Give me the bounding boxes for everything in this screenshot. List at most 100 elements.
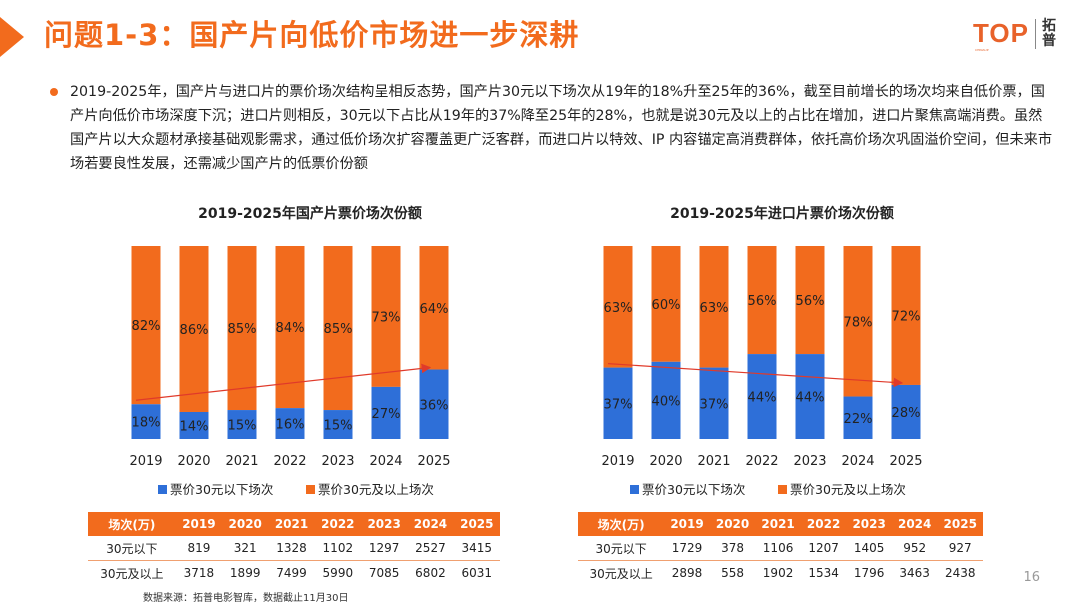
- table-cell: 1102: [314, 536, 361, 561]
- table-cell: 321: [222, 536, 269, 561]
- bar-low-price-2019: [131, 404, 161, 439]
- table-cell: 30元以下: [578, 536, 665, 561]
- table-header-cell: 2019: [175, 512, 223, 536]
- legend-swatch: [158, 485, 167, 494]
- table-cell: 30元及以上: [589, 566, 653, 581]
- table-header-cell: 2022: [314, 512, 361, 536]
- legend-swatch: [778, 485, 787, 494]
- data-label-low: 16%: [276, 418, 305, 433]
- legend-label: 票价30元以下场次: [170, 482, 273, 497]
- x-tick-label: 2025: [417, 454, 450, 469]
- legend-label: 票价30元及以上场次: [790, 482, 906, 497]
- data-label-high: 78%: [844, 315, 873, 330]
- x-tick-label: 2022: [745, 454, 778, 469]
- legend-swatch: [630, 485, 639, 494]
- table-cell: 819: [175, 536, 223, 561]
- legend-label: 票价30元及以上场次: [318, 482, 434, 497]
- bar-high-price-2020: [651, 246, 681, 362]
- page-title: 问题1-3：国产片向低价市场进一步深耕: [44, 18, 580, 52]
- legend-swatch: [306, 485, 315, 494]
- bar-high-price-2021: [699, 246, 729, 368]
- table-header-cell: 2021: [268, 512, 315, 536]
- table-header-cell: 2020: [709, 512, 756, 536]
- table-cell: 1902: [762, 566, 794, 580]
- data-label-low: 37%: [604, 397, 633, 412]
- table-cell: 1207: [800, 536, 847, 561]
- data-label-high: 56%: [748, 294, 777, 309]
- table-cell: 2527: [407, 536, 454, 561]
- bar-high-price-2024: [843, 246, 873, 397]
- x-tick-label: 2024: [841, 454, 874, 469]
- data-label-high: 64%: [420, 302, 449, 317]
- table-cell: 5990: [322, 566, 354, 580]
- table-row: 30元及以上 2898 558 1902 1534 1796 3463 2438: [578, 561, 983, 586]
- data-label-high: 60%: [652, 298, 681, 313]
- bar-low-price-2023: [323, 410, 353, 439]
- table-header-cell: 2023: [846, 512, 892, 536]
- x-tick-label: 2023: [793, 454, 826, 469]
- bar-low-price-2022: [275, 408, 305, 439]
- page-number: 16: [1023, 570, 1040, 585]
- bar-low-price-2021: [227, 410, 257, 439]
- x-tick-label: 2020: [177, 454, 210, 469]
- table-header-cell: 场次(万): [578, 512, 665, 536]
- table-header-row: 场次(万) 2019 2020 2021 2022 2023 2024 2025: [578, 512, 983, 536]
- x-tick-label: 2025: [889, 454, 922, 469]
- data-label-low: 36%: [420, 398, 449, 413]
- top-logo: TOP CHINAUP 拓 普: [973, 18, 1058, 52]
- table-cell: 558: [721, 566, 744, 580]
- legend-label: 票价30元以下场次: [642, 482, 745, 497]
- bar-high-price-2019: [131, 246, 161, 405]
- table-cell: 927: [937, 536, 983, 561]
- trend-arrow: [607, 362, 904, 388]
- bar-high-price-2025: [891, 246, 921, 385]
- chart-1-title: 2019-2025年国产片票价场次份额: [198, 206, 422, 222]
- chart-2-data-table: 场次(万) 2019 2020 2021 2022 2023 2024 2025 30元以下 1…: [578, 512, 983, 585]
- chart-2-title: 2019-2025年进口片票价场次份额: [670, 206, 894, 222]
- table-cell: 3463: [899, 566, 930, 580]
- logo-cn-2: 普: [1042, 32, 1056, 49]
- chart-1-domestic-share: 82% 18% 2019 86% 14% 2020 85% 15% 2021 84% 16% 2022…: [129, 246, 451, 497]
- bar-low-price-2020: [651, 361, 681, 439]
- table-header-row: 场次(万) 2019 2020 2021 2022 2023 2024 2025: [88, 512, 500, 536]
- bar-high-price-2022: [275, 246, 305, 409]
- data-label-high: 85%: [228, 322, 257, 337]
- table-cell: 952: [891, 536, 938, 561]
- bar-low-price-2025: [419, 369, 449, 439]
- table-cell: 1328: [268, 536, 315, 561]
- table-row: 30元及以上 3718 1899 7499 5990 7085 6802 6031: [88, 561, 500, 586]
- table-cell: 7085: [368, 566, 400, 580]
- table-header-cell: 2023: [360, 512, 408, 536]
- bar-high-price-2025: [419, 246, 449, 370]
- table-header-cell: 2022: [800, 512, 847, 536]
- data-label-low: 14%: [180, 419, 209, 434]
- table-row: 30元以下 1729 378 1106 1207 1405 952 927: [578, 536, 983, 561]
- table-cell: 30元及以上: [100, 566, 164, 581]
- chart-1-data-table: 场次(万) 2019 2020 2021 2022 2023 2024 2025 30元以下 8…: [88, 512, 500, 585]
- table-header-cell: 2024: [407, 512, 454, 536]
- chart-2-imported-share: 63% 37% 2019 60% 40% 2020 63% 37% 2021 56% 44% 2022…: [601, 246, 923, 497]
- bar-high-price-2021: [227, 246, 257, 411]
- x-tick-label: 2021: [225, 454, 258, 469]
- data-label-low: 18%: [132, 416, 161, 431]
- data-label-high: 73%: [372, 310, 401, 325]
- table-cell: 1796: [853, 566, 885, 580]
- summary-text: 2019-2025年，国产片与进口片的票价场次结构呈相反态势，国产片30元以下场…: [70, 84, 1053, 172]
- data-label-low: 15%: [228, 419, 257, 434]
- table-header-cell: 2019: [664, 512, 710, 536]
- table-header-cell: 场次(万): [88, 512, 176, 536]
- table-cell: 378: [709, 536, 756, 561]
- table-cell: 2438: [944, 566, 976, 580]
- table-cell: 2898: [671, 566, 703, 580]
- logo-divider: [1035, 18, 1036, 49]
- table-cell: 6031: [461, 566, 493, 580]
- x-tick-label: 2023: [321, 454, 354, 469]
- data-label-high: 82%: [132, 319, 161, 334]
- x-tick-label: 2019: [601, 454, 634, 469]
- table-header-cell: 2020: [222, 512, 269, 536]
- data-label-high: 56%: [796, 294, 825, 309]
- table-cell: 1106: [755, 536, 801, 561]
- bar-low-price-2019: [603, 367, 633, 439]
- bar-low-price-2023: [795, 354, 825, 439]
- table-cell: 6802: [415, 566, 446, 580]
